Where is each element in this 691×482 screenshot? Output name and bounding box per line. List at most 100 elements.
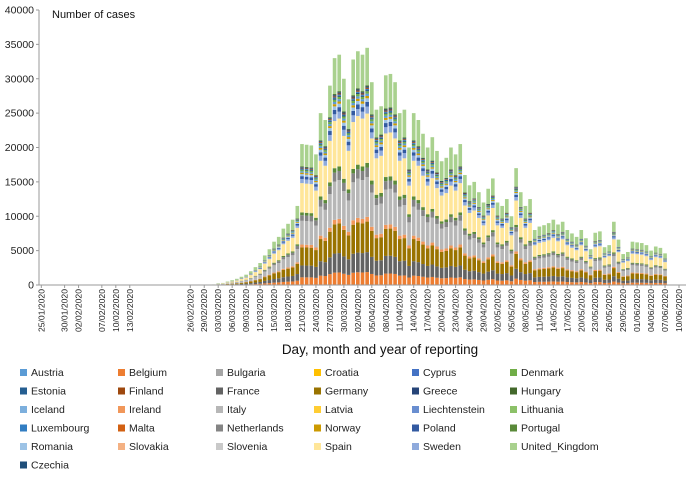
bar-segment-ireland — [514, 251, 518, 253]
bar-segment-norway — [440, 186, 444, 187]
bar-segment-portugal — [379, 193, 383, 197]
bar-segment-poland — [440, 189, 444, 191]
bar-segment-portugal — [347, 189, 351, 193]
bar-segment-united_kingdom — [342, 79, 346, 112]
bar-segment-germany — [640, 274, 644, 279]
bar-segment-united_kingdom — [538, 227, 542, 236]
bar-segment-romania — [519, 212, 523, 213]
bar-segment-italy — [421, 216, 425, 241]
bar-segment-finland — [403, 139, 407, 140]
bar-segment-austria — [468, 205, 472, 206]
bar — [477, 192, 481, 285]
bar — [296, 206, 300, 285]
bar-segment-spain — [468, 213, 472, 234]
bar-segment-greece — [323, 147, 327, 148]
bar-segment-luxembourg — [347, 132, 351, 133]
bar-segment-spain — [514, 201, 518, 225]
bar-segment-finland — [384, 111, 388, 112]
bar-segment-netherlands — [435, 219, 439, 224]
bar-segment-italy — [337, 180, 341, 219]
bar-segment-netherlands — [505, 242, 509, 245]
bar-segment-spain — [421, 176, 425, 207]
bar-segment-germany — [561, 268, 565, 276]
bar-segment-denmark — [393, 119, 397, 121]
bar — [393, 82, 397, 285]
bar-segment-belgium — [351, 273, 355, 285]
bar-segment-netherlands — [384, 181, 388, 189]
bar-segment-germany — [389, 229, 393, 256]
bar-segment-portugal — [500, 244, 504, 246]
bar-segment-austria — [375, 144, 379, 146]
bar-segment-spain — [291, 238, 295, 252]
bar-segment-germany — [542, 269, 546, 277]
bar-segment-romania — [370, 125, 374, 128]
bar-segment-germany — [458, 247, 462, 265]
bar-segment-hungary — [449, 169, 453, 170]
bar-segment-denmark — [547, 234, 551, 235]
bar-segment-united_kingdom — [454, 154, 458, 175]
bar-segment-france — [309, 266, 313, 278]
bar-segment-sweden — [314, 187, 318, 191]
bar-segment-romania — [342, 123, 346, 126]
bar-segment-ireland — [272, 273, 276, 274]
bar-segment-france — [384, 256, 388, 274]
bar-segment-spain — [263, 264, 267, 270]
bar-segment-hungary — [337, 91, 341, 92]
bar-segment-ireland — [361, 219, 365, 224]
bar-segment-greece — [417, 147, 421, 148]
bar-segment-sweden — [477, 215, 481, 218]
bar-segment-austria — [510, 230, 514, 231]
bar-segment-czechia — [417, 149, 421, 150]
bar-segment-italy — [538, 258, 542, 268]
bar-segment-austria — [389, 115, 393, 117]
bar-segment-ireland — [435, 247, 439, 250]
bar-segment-ireland — [417, 238, 421, 241]
bar-segment-czechia — [328, 121, 332, 122]
bar-segment-netherlands — [351, 173, 355, 182]
bar-segment-italy — [621, 271, 625, 276]
bar-segment-austria — [542, 237, 546, 238]
legend-item: Czechia — [20, 460, 69, 472]
bar-segment-hungary — [384, 109, 388, 110]
bar-segment-denmark — [421, 161, 425, 162]
bar-segment-germany — [375, 238, 379, 261]
bar-segment-norway — [342, 121, 346, 123]
bar-segment-netherlands — [500, 246, 504, 249]
bar-segment-germany — [333, 224, 337, 253]
bar-segment-poland — [570, 245, 574, 246]
bar-segment-sweden — [640, 253, 644, 254]
bar-segment-portugal — [444, 220, 448, 223]
bar-segment-belgium — [486, 280, 490, 285]
bar-segment-hungary — [351, 95, 355, 96]
bar-segment-poland — [361, 107, 365, 112]
bar-segment-italy — [579, 260, 583, 269]
bar-segment-norway — [319, 148, 323, 150]
bar-segment-romania — [305, 175, 309, 177]
legend-swatch — [216, 406, 223, 413]
bar-segment-italy — [500, 249, 504, 262]
bar — [663, 253, 667, 285]
bar-segment-portugal — [533, 257, 537, 258]
bar-segment-norway — [337, 101, 341, 103]
bar-segment-netherlands — [635, 264, 639, 266]
bar-segment-italy — [659, 268, 663, 274]
bar-segment-italy — [417, 210, 421, 238]
bar-segment-sweden — [361, 112, 365, 119]
bar-segment-united_kingdom — [496, 203, 500, 216]
bar-segment-belgium — [426, 278, 430, 285]
x-tick-label: 26/05/2020 — [604, 289, 614, 332]
bar-segment-denmark — [384, 114, 388, 116]
bar-segment-germany — [426, 248, 430, 266]
bar-segment-luxembourg — [421, 160, 425, 161]
bar-segment-ireland — [309, 245, 313, 248]
legend-label: Slovenia — [227, 441, 267, 453]
bar-segment-united_kingdom — [482, 203, 486, 216]
bar-segment-denmark — [333, 100, 337, 102]
bar-segment-portugal — [454, 218, 458, 221]
bar-segment-italy — [496, 247, 500, 261]
bar-segment-norway — [524, 222, 528, 223]
bar-segment-portugal — [593, 258, 597, 259]
bar-segment-portugal — [384, 177, 388, 181]
bar-segment-sweden — [510, 233, 514, 235]
bar-segment-germany — [463, 256, 467, 270]
